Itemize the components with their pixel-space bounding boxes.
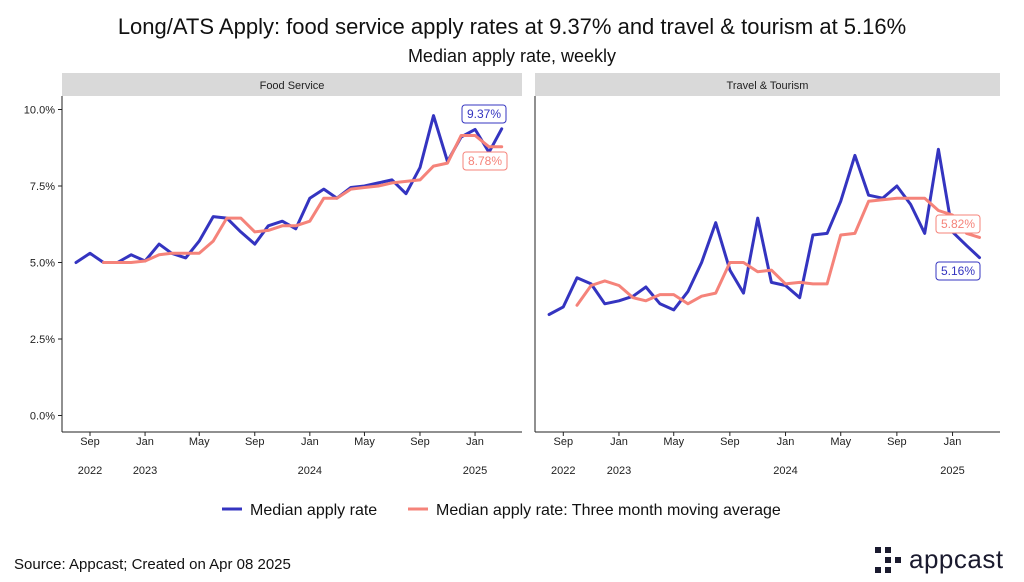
x-tick-label-year: 2022 xyxy=(78,465,102,477)
x-tick-label-month: Jan xyxy=(466,436,484,448)
appcast-logo-icon xyxy=(875,546,901,573)
y-tick-label: 0.0% xyxy=(30,411,55,423)
x-tick-label-year: 2024 xyxy=(773,465,797,477)
annotation-label: 5.16% xyxy=(941,264,975,278)
legend-label: Median apply rate: Three month moving av… xyxy=(436,502,781,519)
x-tick-label-year: 2022 xyxy=(551,465,575,477)
appcast-logo: appcast xyxy=(873,544,1004,575)
panel-title: Food Service xyxy=(260,80,325,92)
panel-1: Travel & Tourism Sep 2022 Jan 2023 May Sep Jan 2… xyxy=(534,73,1000,477)
x-tick-label-year: 2023 xyxy=(607,465,631,477)
chart-subtitle: Median apply rate, weekly xyxy=(407,46,617,66)
y-tick-label: 7.5% xyxy=(30,181,55,193)
source-note: Source: Appcast; Created on Apr 08 2025 xyxy=(14,556,291,573)
x-tick-label-month: Sep xyxy=(80,436,100,448)
annotation-box xyxy=(462,151,508,171)
legend: Median apply rate Median apply rate: Thre… xyxy=(222,502,781,519)
x-tick-label-month: May xyxy=(663,436,684,448)
legend-label: Median apply rate xyxy=(250,502,377,519)
annotation-box xyxy=(461,104,507,124)
x-tick-label-month: Sep xyxy=(554,436,574,448)
y-tick-label: 10.0% xyxy=(24,105,55,117)
x-tick-label-month: May xyxy=(189,436,210,448)
x-tick-label-year: 2025 xyxy=(940,465,964,477)
x-tick-label-month: Jan xyxy=(136,436,154,448)
annotation-label: 9.37% xyxy=(467,107,501,121)
y-tick-label: 5.0% xyxy=(30,258,55,270)
x-tick-label-month: Jan xyxy=(777,436,795,448)
panel-strip xyxy=(62,73,522,96)
annotation-label: 5.82% xyxy=(941,217,975,231)
x-tick-label-year: 2023 xyxy=(133,465,157,477)
x-tick-label-month: Jan xyxy=(301,436,319,448)
x-tick-label-month: Sep xyxy=(245,436,265,448)
panel-strip xyxy=(535,73,1000,96)
x-tick-label-month: May xyxy=(830,436,851,448)
chart-title: Long/ATS Apply: food service apply rates… xyxy=(117,14,907,39)
annotation-label: 8.78% xyxy=(468,154,502,168)
series-line-median xyxy=(74,114,504,264)
series-line-moving-average xyxy=(575,196,981,307)
x-tick-label-month: Sep xyxy=(887,436,907,448)
x-tick-label-year: 2024 xyxy=(298,465,322,477)
annotation-box xyxy=(935,214,981,234)
logo-text: appcast xyxy=(909,544,1004,574)
x-tick-label-year: 2025 xyxy=(463,465,487,477)
panel-title: Travel & Tourism xyxy=(727,80,809,92)
x-tick-label-month: Jan xyxy=(944,436,962,448)
panel-0: Food Service 0.0% 2.5% 5.0% 7.5% 10.0% Sep 2022… xyxy=(24,73,522,477)
y-tick-label: 2.5% xyxy=(30,334,55,346)
x-tick-label-month: Jan xyxy=(610,436,628,448)
x-tick-label-month: Sep xyxy=(410,436,430,448)
series-line-median xyxy=(547,147,981,316)
x-tick-label-month: May xyxy=(354,436,375,448)
annotation-box xyxy=(935,261,981,281)
series-line-moving-average xyxy=(102,134,504,264)
x-tick-label-month: Sep xyxy=(720,436,740,448)
